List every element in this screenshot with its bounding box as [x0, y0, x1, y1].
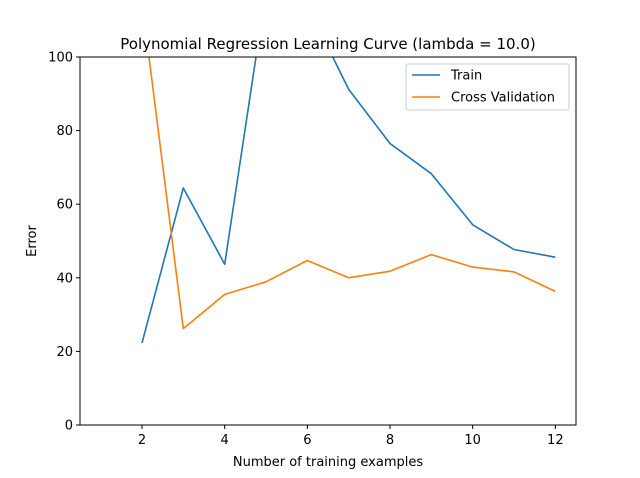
x-axis: 2 4 6 8 10 12 [138, 425, 564, 448]
series-layer [141, 57, 556, 344]
y-tick-label: 40 [56, 271, 73, 286]
x-axis-label: Number of training examples [233, 455, 423, 470]
series-line-0 [141, 57, 556, 344]
x-tick-label: 12 [547, 433, 564, 448]
y-tick-label: 20 [56, 345, 73, 360]
x-tick-label: 6 [303, 433, 311, 448]
y-tick-label: 100 [48, 51, 73, 66]
x-tick-label: 8 [386, 433, 394, 448]
chart-title: Polynomial Regression Learning Curve (la… [120, 35, 535, 53]
legend-box [405, 63, 570, 111]
y-axis: 0 20 40 60 80 100 [48, 51, 80, 434]
y-tick-label: 60 [56, 198, 73, 213]
series-line-1 [148, 57, 556, 330]
y-axis-label: Error [25, 225, 40, 257]
plot-frame [79, 56, 577, 426]
y-tick-label: 80 [56, 124, 73, 139]
legend: Train Cross Validation [405, 63, 570, 111]
legend-label-1: Cross Validation [451, 91, 555, 106]
x-tick-label: 4 [221, 433, 229, 448]
x-tick-label: 10 [464, 433, 481, 448]
x-tick-label: 2 [138, 433, 146, 448]
y-tick-label: 0 [65, 419, 73, 434]
legend-label-0: Train [450, 69, 482, 84]
